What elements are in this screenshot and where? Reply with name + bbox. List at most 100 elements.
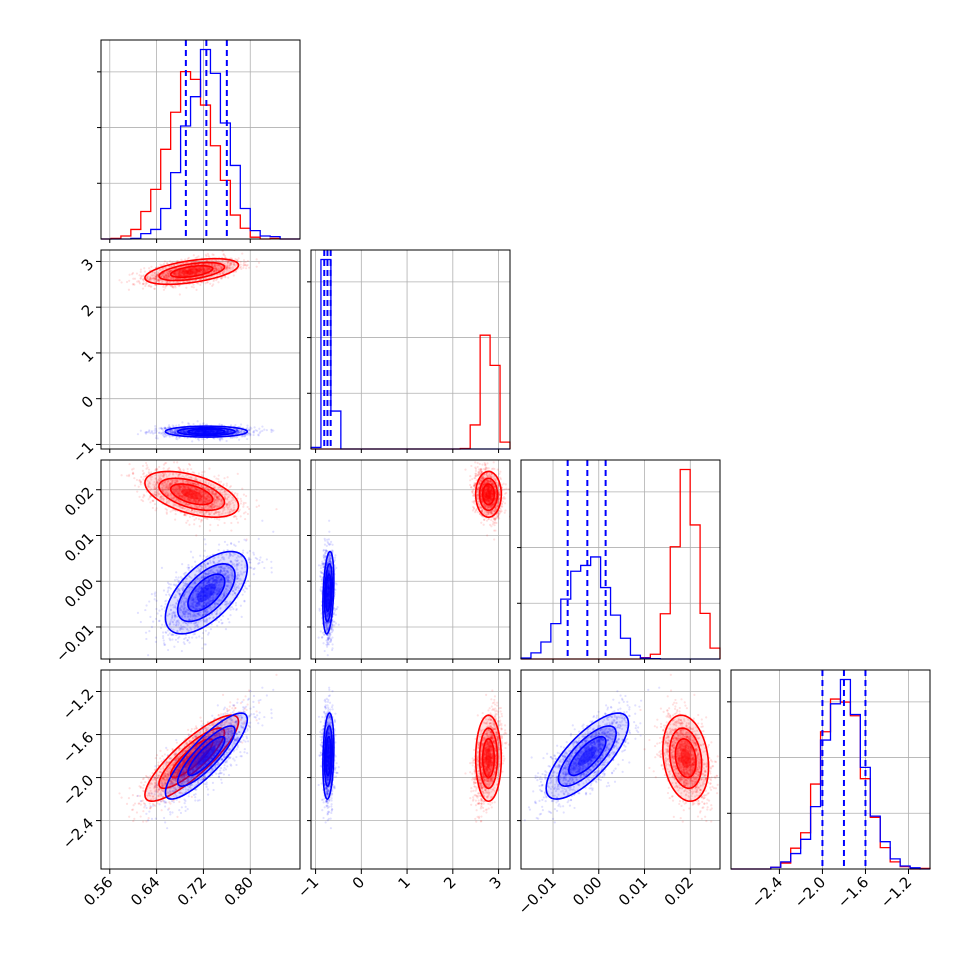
scatter-point (175, 435, 178, 438)
scatter-point (170, 481, 173, 484)
scatter-point (187, 268, 190, 271)
scatter-point (161, 486, 164, 490)
scatter-point (190, 508, 194, 511)
scatter-point (198, 491, 201, 495)
scatter-point (144, 431, 147, 434)
scatter-point (170, 431, 173, 434)
scatter-point (193, 270, 196, 274)
scatter-frame-1-0 (100, 249, 301, 450)
scatter-point (199, 489, 202, 492)
scatter-point (202, 497, 205, 500)
scatter-point (193, 496, 196, 499)
scatter-point (209, 483, 213, 486)
scatter-point (211, 253, 214, 256)
scatter-point (202, 268, 205, 271)
scatter-point (157, 431, 161, 435)
scatter-point (195, 272, 199, 276)
scatter-point (220, 499, 224, 502)
scatter-point (186, 271, 189, 275)
scatter-point (216, 430, 219, 434)
scatter-point (215, 268, 218, 271)
scatter-point (183, 268, 186, 271)
scatter-point (204, 269, 208, 272)
scatter-point (190, 272, 193, 275)
scatter-point (145, 467, 148, 470)
scatter-point (182, 273, 185, 276)
scatter-point (199, 520, 203, 523)
scatter-point (192, 254, 195, 257)
scatter-point (196, 594, 199, 598)
scatter-point (200, 270, 203, 274)
scatter-point (204, 497, 207, 500)
scatter-point (168, 270, 171, 273)
scatter-point (241, 252, 244, 255)
scatter-point (149, 476, 152, 479)
scatter-point (156, 481, 160, 484)
scatter-point (163, 273, 166, 276)
scatter-point (211, 430, 215, 433)
scatter-point (209, 506, 212, 509)
scatter-point (161, 427, 164, 430)
scatter-point (184, 492, 187, 495)
scatter-point (163, 275, 167, 278)
scatter-point (176, 270, 179, 273)
scatter-point (192, 492, 195, 495)
scatter-point (136, 490, 139, 493)
scatter-point (193, 270, 196, 273)
scatter-point (183, 513, 186, 516)
scatter-point (202, 270, 206, 273)
scatter-point (226, 261, 229, 264)
scatter-point (195, 266, 198, 269)
scatter-point (195, 505, 198, 508)
scatter-point (148, 489, 152, 492)
scatter-point (174, 490, 177, 493)
scatter-point (226, 429, 230, 433)
scatter-point (151, 506, 154, 510)
scatter-point (213, 430, 216, 433)
scatter-point (169, 492, 173, 495)
scatter-point (165, 274, 168, 277)
scatter-point (228, 263, 231, 266)
scatter-point (198, 497, 201, 500)
scatter-point (154, 277, 157, 280)
scatter-point (152, 277, 155, 280)
scatter-point (209, 512, 212, 516)
scatter-point (209, 431, 213, 434)
scatter-point (182, 430, 185, 433)
scatter-point (168, 482, 172, 485)
scatter-point (205, 269, 209, 272)
scatter-point (153, 493, 156, 496)
scatter-point (175, 437, 178, 440)
scatter-point (227, 581, 230, 584)
scatter-point (145, 282, 148, 285)
scatter-point (196, 498, 199, 501)
scatter-point (176, 479, 179, 483)
scatter-point (239, 423, 243, 426)
scatter-point (160, 264, 163, 267)
scatter-point (207, 572, 210, 575)
scatter-point (207, 268, 210, 271)
scatter-point (155, 494, 158, 497)
scatter-point (154, 276, 157, 279)
scatter-point (214, 492, 217, 495)
scatter-point (163, 275, 166, 278)
scatter-point (190, 497, 193, 500)
scatter-point (154, 474, 157, 477)
scatter-point (195, 483, 198, 486)
scatter-point (183, 271, 187, 274)
scatter-point (208, 497, 211, 500)
scatter-point (190, 489, 193, 492)
scatter-point (162, 463, 166, 466)
scatter-point (188, 269, 192, 272)
scatter-point (184, 493, 187, 496)
scatter-point (234, 492, 237, 495)
scatter-point (218, 264, 221, 267)
scatter-point (201, 507, 204, 510)
scatter-point (222, 253, 225, 256)
scatter-point (184, 480, 187, 484)
scatter-point (200, 591, 203, 594)
scatter-point (161, 488, 164, 491)
scatter-point (191, 500, 194, 504)
scatter-point (210, 430, 213, 434)
scatter-point (192, 273, 195, 276)
